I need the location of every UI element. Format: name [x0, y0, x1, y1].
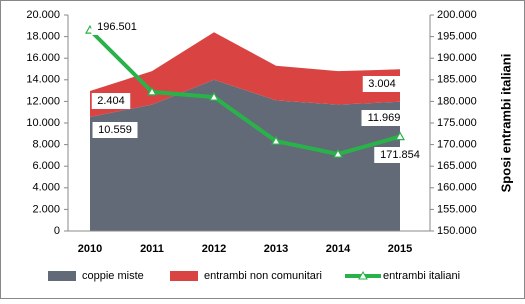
legend-swatch [358, 270, 368, 280]
y-tick-label: 16.000 [26, 52, 60, 64]
x-tick-label: 2010 [78, 243, 102, 255]
y2-tick-label: 195.000 [437, 31, 477, 43]
marker [208, 91, 220, 101]
y2-tick-label: 180.000 [437, 95, 477, 107]
y-tick-label: 12.000 [26, 95, 60, 107]
marker [146, 86, 158, 96]
y2-tick-label: 160.000 [437, 182, 477, 194]
x-tick-label: 2012 [202, 243, 226, 255]
marker [270, 135, 282, 145]
y-tick-label: 4.000 [32, 182, 60, 194]
marker [394, 131, 406, 141]
y2-tick-label: 190.000 [437, 52, 477, 64]
label-box [361, 110, 407, 126]
legend-label: entrambi italiani [383, 270, 460, 282]
line [88, 28, 401, 157]
area [90, 79, 400, 231]
label-box [91, 93, 131, 109]
y2-tick-label: 200.000 [437, 9, 477, 21]
x-tick-label: 2015 [388, 243, 412, 255]
data-label: 11.969 [368, 112, 401, 124]
x-tick-label: 2013 [264, 243, 288, 255]
y2-tick-label: 175.000 [437, 117, 477, 129]
y2-tick-label: 185.000 [437, 74, 477, 86]
y2-axis-label: Sposi entrambi italiani [498, 54, 513, 193]
marker [332, 148, 344, 158]
label-box [362, 76, 402, 92]
y-tick-label: 6.000 [32, 160, 60, 172]
y-tick-label: 10.000 [26, 117, 60, 129]
y-tick-label: 2.000 [32, 203, 60, 215]
y2-tick-label: 170.000 [437, 139, 477, 151]
label-box [374, 147, 426, 163]
x-tick-label: 2014 [326, 243, 351, 255]
y-tick-label: 8.000 [32, 139, 60, 151]
legend-swatch [48, 271, 76, 281]
y-tick-label: 18.000 [26, 31, 60, 43]
legend-swatch [170, 271, 198, 281]
label-box [92, 122, 138, 138]
y-tick-label: 20.000 [26, 9, 60, 21]
y2-tick-label: 150.000 [437, 225, 477, 237]
area [90, 32, 400, 117]
data-label: 3.004 [368, 78, 396, 90]
y2-tick-label: 155.000 [437, 203, 477, 215]
legend-label: entrambi non comunitari [204, 270, 322, 282]
label-box [91, 19, 143, 35]
y-tick-label: 0 [54, 225, 60, 237]
data-label: 2.404 [97, 95, 125, 107]
data-label: 10.559 [98, 124, 132, 136]
data-label: 171.854 [380, 149, 420, 161]
y-tick-label: 14.000 [26, 74, 60, 86]
x-tick-label: 2011 [140, 243, 164, 255]
data-label: 196.501 [97, 21, 137, 33]
y2-tick-label: 165.000 [437, 160, 477, 172]
legend-label: coppie miste [82, 270, 144, 282]
